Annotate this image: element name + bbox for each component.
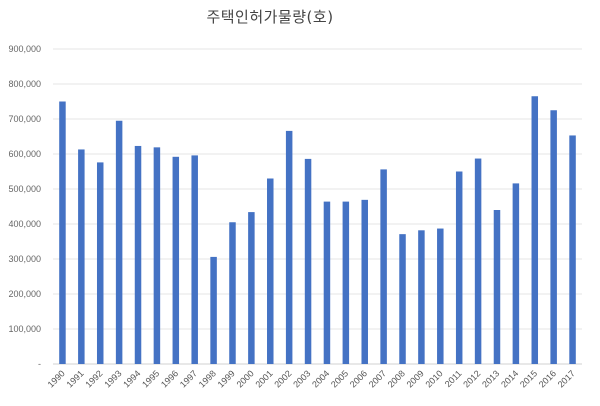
bar-1994 [134,145,142,364]
y-tick-label: 100,000 [8,324,41,334]
bar-1997 [191,155,198,364]
y-tick-label: 600,000 [8,149,41,159]
x-tick-label-1998: 1998 [197,368,218,389]
bar-2007 [380,169,387,364]
bar-2012 [474,158,482,364]
bar-2001 [267,178,274,364]
x-tick-label-2013: 2013 [480,368,501,389]
bar-2011 [455,171,463,364]
bars [59,96,576,364]
x-tick-label-1990: 1990 [46,368,67,389]
x-tick-label-2017: 2017 [556,368,577,389]
x-tick-label-2015: 2015 [518,368,539,389]
bar-2002 [285,130,293,364]
y-tick-label: 300,000 [8,254,41,264]
x-tick-label-1996: 1996 [159,368,180,389]
x-tick-label-2016: 2016 [537,368,558,389]
bar-1999 [229,222,236,364]
y-tick-label: 800,000 [8,79,41,89]
bar-2000 [248,212,255,364]
x-tick-label-2000: 2000 [235,368,256,389]
bar-1998 [210,256,217,364]
bar-1990 [59,101,66,364]
x-tick-label-2004: 2004 [310,368,331,389]
bar-2014 [512,183,520,364]
bar-2008 [399,234,406,364]
x-tick-label-1999: 1999 [216,368,237,389]
bar-2015 [531,96,539,364]
x-tick-label-1997: 1997 [178,368,199,389]
y-tick-label: 700,000 [8,114,41,124]
bar-2003 [304,158,312,364]
x-tick-label-2008: 2008 [386,368,407,389]
bar-1995 [153,147,161,364]
x-tick-label-2012: 2012 [461,368,482,389]
bar-2006 [361,199,368,364]
x-tick-label-1991: 1991 [65,368,86,389]
x-tick-label-2011: 2011 [443,368,464,389]
bar-2010 [437,228,444,364]
x-tick-label-2003: 2003 [291,368,312,389]
y-tick-label: 400,000 [8,219,41,229]
x-tick-label-2009: 2009 [405,368,426,389]
y-axis-tick-labels: - 100,000 200,000 300,000 400,000 500,000 600,… [8,44,41,369]
y-tick-label: 200,000 [8,289,41,299]
x-tick-label-2005: 2005 [329,368,350,389]
bar-2009 [418,230,425,364]
bar-2013 [493,210,501,364]
chart-title: 주택인허가물량(호) [206,8,334,26]
x-tick-label-2014: 2014 [499,368,520,389]
x-tick-label-2001: 2001 [253,368,274,389]
x-tick-label-1994: 1994 [121,368,142,389]
x-axis-tick-labels: 1990199119921993199419951996199719981999… [46,368,577,389]
x-tick-label-2007: 2007 [367,368,388,389]
x-tick-label-2010: 2010 [423,368,444,389]
x-tick-label-1993: 1993 [102,368,123,389]
x-tick-label-1992: 1992 [83,368,104,389]
gridlines [53,48,582,365]
y-tick-label: 500,000 [8,184,41,194]
x-tick-label-1995: 1995 [140,368,161,389]
bar-2005 [342,201,350,364]
bar-2016 [550,110,557,364]
bar-1991 [78,149,85,364]
bar-2004 [323,201,331,364]
x-tick-label-2002: 2002 [272,368,293,389]
y-tick-label: - [38,359,41,369]
x-tick-label-2006: 2006 [348,368,369,389]
bar-1993 [115,120,123,364]
bar-1996 [172,156,180,364]
bar-1992 [96,162,104,364]
y-tick-label: 900,000 [8,44,41,54]
bar-2017 [569,135,576,364]
